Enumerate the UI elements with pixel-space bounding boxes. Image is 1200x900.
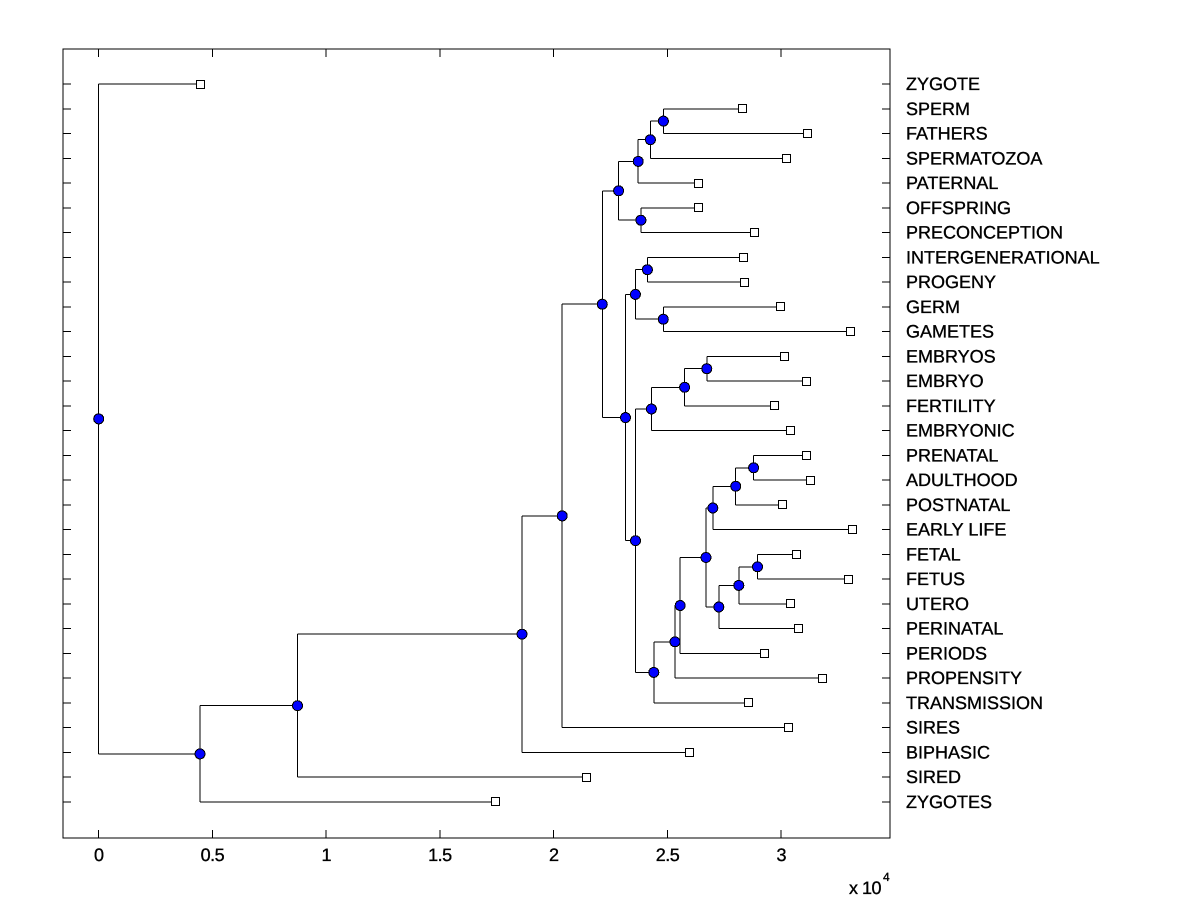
svg-text:SPERMATOZOA: SPERMATOZOA bbox=[906, 148, 1042, 168]
svg-text:0.5: 0.5 bbox=[201, 845, 225, 865]
svg-text:PERINATAL: PERINATAL bbox=[906, 619, 1003, 639]
svg-text:1: 1 bbox=[321, 845, 331, 865]
svg-text:ZYGOTE: ZYGOTE bbox=[906, 74, 980, 94]
svg-text:POSTNATAL: POSTNATAL bbox=[906, 495, 1010, 515]
svg-text:FATHERS: FATHERS bbox=[906, 124, 988, 144]
svg-text:PROPENSITY: PROPENSITY bbox=[906, 668, 1022, 688]
svg-text:2.5: 2.5 bbox=[656, 845, 680, 865]
svg-text:OFFSPRING: OFFSPRING bbox=[906, 198, 1011, 218]
svg-text:EMBRYONIC: EMBRYONIC bbox=[906, 421, 1015, 441]
svg-text:FERTILITY: FERTILITY bbox=[906, 396, 996, 416]
svg-text:SPERM: SPERM bbox=[906, 99, 970, 119]
svg-text:1.5: 1.5 bbox=[428, 845, 452, 865]
svg-text:GAMETES: GAMETES bbox=[906, 322, 994, 342]
svg-text:4: 4 bbox=[883, 870, 890, 884]
svg-text:PRENATAL: PRENATAL bbox=[906, 445, 998, 465]
svg-text:SIRED: SIRED bbox=[906, 767, 961, 787]
svg-text:PATERNAL: PATERNAL bbox=[906, 173, 998, 193]
svg-text:2: 2 bbox=[549, 845, 559, 865]
svg-text:ADULTHOOD: ADULTHOOD bbox=[906, 470, 1018, 490]
svg-text:EARLY LIFE: EARLY LIFE bbox=[906, 520, 1006, 540]
svg-text:UTERO: UTERO bbox=[906, 594, 969, 614]
svg-text:INTERGENERATIONAL: INTERGENERATIONAL bbox=[906, 247, 1100, 267]
svg-text:EMBRYOS: EMBRYOS bbox=[906, 346, 996, 366]
svg-text:SIRES: SIRES bbox=[906, 718, 960, 738]
svg-text:PROGENY: PROGENY bbox=[906, 272, 996, 292]
svg-text:ZYGOTES: ZYGOTES bbox=[906, 792, 992, 812]
svg-text:x 10: x 10 bbox=[849, 878, 882, 898]
svg-text:BIPHASIC: BIPHASIC bbox=[906, 743, 990, 763]
svg-text:0: 0 bbox=[94, 845, 104, 865]
svg-text:FETUS: FETUS bbox=[906, 569, 965, 589]
svg-text:TRANSMISSION: TRANSMISSION bbox=[906, 693, 1043, 713]
svg-text:PERIODS: PERIODS bbox=[906, 643, 987, 663]
svg-text:3: 3 bbox=[776, 845, 786, 865]
svg-text:FETAL: FETAL bbox=[906, 544, 961, 564]
svg-text:PRECONCEPTION: PRECONCEPTION bbox=[906, 223, 1063, 243]
svg-text:EMBRYO: EMBRYO bbox=[906, 371, 984, 391]
svg-text:GERM: GERM bbox=[906, 297, 960, 317]
